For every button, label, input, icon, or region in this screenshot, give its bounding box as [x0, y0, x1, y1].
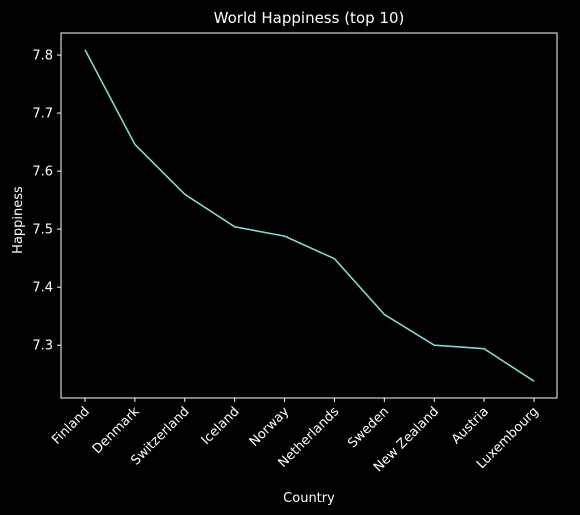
y-tick-label: 7.8 — [32, 49, 53, 64]
y-tick-label: 7.4 — [32, 281, 53, 296]
y-axis-label: Happiness — [11, 186, 26, 254]
x-axis-label: Country — [283, 491, 335, 506]
plot-frame — [60, 32, 558, 399]
series-layer — [84, 49, 535, 382]
chart-title: World Happiness (top 10) — [214, 9, 405, 27]
y-tick-label: 7.6 — [32, 165, 53, 180]
happiness-series-line — [84, 49, 535, 382]
y-tick-label: 7.7 — [32, 107, 53, 122]
y-tick-label: 7.5 — [32, 223, 53, 238]
y-axis: 7.3 7.4 7.5 7.6 7.7 7.8 — [32, 49, 61, 354]
y-tick-label: 7.3 — [32, 339, 53, 354]
